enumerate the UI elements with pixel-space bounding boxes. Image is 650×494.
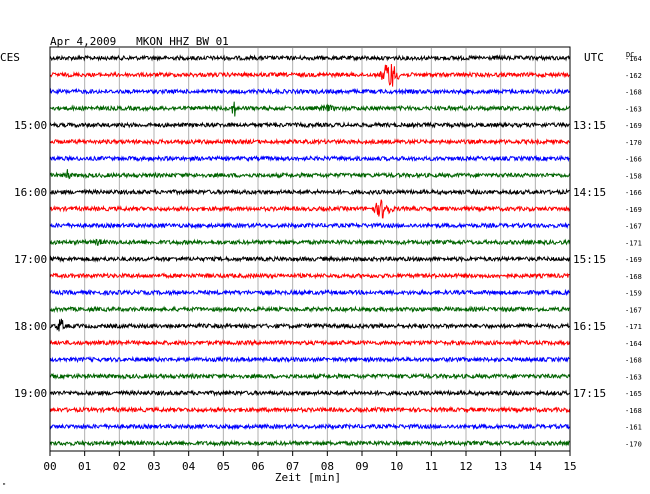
dc-offset-label: -164 <box>625 55 642 63</box>
trace-row-6 <box>49 154 570 163</box>
x-tick-label: 07 <box>286 460 299 473</box>
x-tick-label: 05 <box>217 460 230 473</box>
dc-offset-label: -163 <box>625 373 642 381</box>
trace-row-22 <box>49 422 571 431</box>
dc-offset-label: -166 <box>625 189 642 197</box>
x-tick-label: 10 <box>390 460 403 473</box>
utc-time-labels: 13:15 14:15 15:15 16:15 17:15 <box>573 119 606 400</box>
seismic-traces <box>49 54 571 448</box>
trace-row-3 <box>49 101 571 117</box>
x-tick-label: 03 <box>147 460 160 473</box>
x-tick-label: 02 <box>113 460 126 473</box>
x-tick-label: 00 <box>43 460 56 473</box>
x-tick-label: 13 <box>494 460 507 473</box>
dc-offset-label: -167 <box>625 223 642 231</box>
dc-offset-label: -169 <box>625 122 642 130</box>
trace-row-15 <box>49 305 570 314</box>
x-tick-label: 09 <box>355 460 368 473</box>
trace-row-21 <box>49 405 571 414</box>
dc-offset-label: -168 <box>625 407 642 415</box>
x-axis-label: Zeit [min] <box>275 471 341 484</box>
dc-offset-label: -169 <box>625 206 642 214</box>
dc-offset-label: -168 <box>625 273 642 281</box>
trace-row-0 <box>49 54 571 62</box>
dc-offset-label: -158 <box>625 172 642 180</box>
trace-row-17 <box>49 338 571 347</box>
local-time-label: 19:00 <box>14 387 47 400</box>
dc-offset-label: -161 <box>625 424 642 432</box>
dc-offset-label: -170 <box>625 440 642 448</box>
dc-offset-label: -171 <box>625 239 642 247</box>
dc-offset-label: -167 <box>625 306 642 314</box>
plot-frame <box>49 46 571 452</box>
trace-row-7 <box>49 169 571 180</box>
dc-offset-label: -159 <box>625 290 642 298</box>
x-tick-label: 04 <box>182 460 196 473</box>
trace-row-5 <box>49 137 570 146</box>
x-tick-label: 11 <box>425 460 438 473</box>
dc-offset-label: -169 <box>625 256 642 264</box>
trace-row-18 <box>49 355 570 364</box>
trace-row-13 <box>49 272 570 280</box>
utc-header: UTC <box>584 51 604 64</box>
x-tick-label: 14 <box>529 460 543 473</box>
corner-mark: " <box>2 482 6 490</box>
dc-header: DC <box>626 51 634 59</box>
dc-offset-label: -170 <box>625 139 642 147</box>
local-time-label: 18:00 <box>14 320 47 333</box>
dc-offset-label: -165 <box>625 390 642 398</box>
dc-offset-label: -166 <box>625 156 642 164</box>
dc-offset-label: -162 <box>625 72 642 80</box>
trace-row-2 <box>49 87 571 96</box>
minute-gridlines <box>84 48 536 450</box>
x-tick-label: 12 <box>459 460 472 473</box>
trace-row-10 <box>49 221 570 230</box>
trace-row-9 <box>49 199 571 219</box>
dc-offset-label: -164 <box>625 340 642 348</box>
local-time-label: 15:00 <box>14 119 47 132</box>
trace-row-1 <box>49 63 570 87</box>
trace-row-4 <box>49 121 570 129</box>
trace-row-19 <box>49 372 571 381</box>
trace-row-12 <box>49 255 571 263</box>
utc-time-label: 17:15 <box>573 387 606 400</box>
local-time-labels: 15:00 16:00 17:00 18:00 19:00 <box>14 119 47 400</box>
chart-title: Apr 4,2009 MKON HHZ BW 01 <box>50 35 229 48</box>
dc-offset-label: -163 <box>625 105 642 113</box>
local-time-label: 16:00 <box>14 186 47 199</box>
x-tick-label: 15 <box>563 460 576 473</box>
trace-row-16 <box>49 318 570 332</box>
local-time-header: CES <box>0 51 20 64</box>
dc-offset-labels: -164 -162 -168 -163 -169 -170 -166 -158 -166 -169… <box>625 55 642 448</box>
x-tick-label: 01 <box>78 460 91 473</box>
trace-row-23 <box>49 439 570 448</box>
dc-offset-label: -168 <box>625 357 642 365</box>
trace-row-8 <box>49 188 570 196</box>
dc-offset-label: -168 <box>625 89 642 97</box>
local-time-label: 17:00 <box>14 253 47 266</box>
dc-offset-label: -171 <box>625 323 642 331</box>
x-axis-ticks: 00 01 02 03 04 05 06 07 08 09 10 11 12 13 14 15 <box>43 451 577 473</box>
x-tick-label: 06 <box>251 460 264 473</box>
utc-time-label: 16:15 <box>573 320 606 333</box>
utc-time-label: 15:15 <box>573 253 606 266</box>
trace-row-14 <box>49 288 570 297</box>
trace-row-20 <box>49 389 571 397</box>
utc-time-label: 13:15 <box>573 119 606 132</box>
x-tick-label: 08 <box>321 460 334 473</box>
utc-time-label: 14:15 <box>573 186 606 199</box>
trace-row-11 <box>49 238 571 247</box>
